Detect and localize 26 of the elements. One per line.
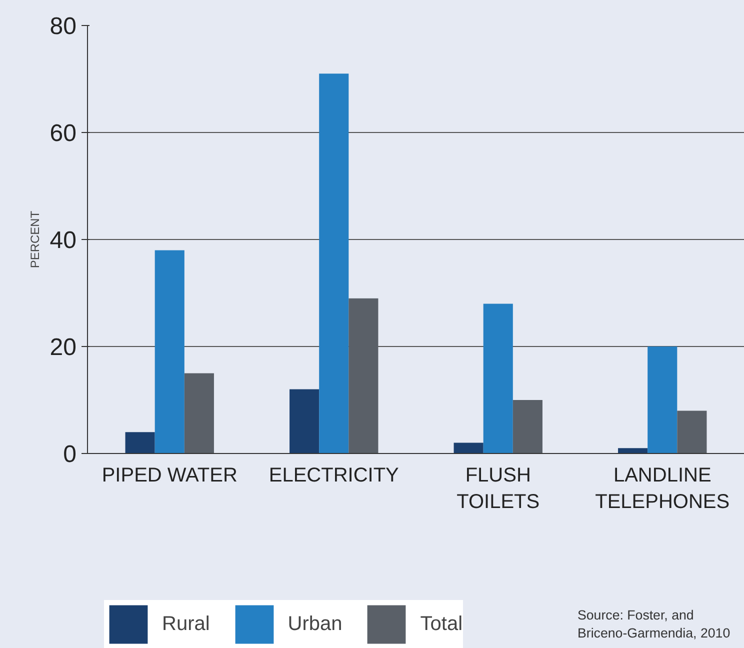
x-tick-label: ELECTRICITY <box>268 464 399 486</box>
legend-label: Total <box>420 612 463 636</box>
y-tick-label: 40 <box>50 227 77 254</box>
x-tick-label: FLUSH TOILETS <box>456 464 540 513</box>
bar <box>184 373 214 454</box>
bar <box>125 432 155 454</box>
source-note: Source: Foster, and Briceno-Garmendia, 2010 <box>578 608 730 640</box>
y-tick-label: 80 <box>50 13 77 40</box>
bar <box>618 448 648 454</box>
x-tick-label: LANDLINE TELEPHONES <box>595 464 730 513</box>
y-axis-title: PERCENT <box>28 210 42 268</box>
y-tick-label: 0 <box>63 441 77 468</box>
x-tick-label: PIPED WATER <box>102 464 238 486</box>
bar <box>483 304 513 454</box>
y-tick-label: 20 <box>50 334 77 361</box>
bar <box>154 250 184 454</box>
legend-label: Urban <box>288 612 342 636</box>
y-tick-label: 60 <box>50 120 77 147</box>
bar <box>290 389 320 454</box>
bar <box>512 400 542 454</box>
bar <box>454 442 484 454</box>
bar <box>348 298 378 454</box>
bar <box>677 410 707 454</box>
legend-label: Rural <box>162 612 210 636</box>
bar <box>648 346 678 454</box>
bar <box>319 74 349 454</box>
